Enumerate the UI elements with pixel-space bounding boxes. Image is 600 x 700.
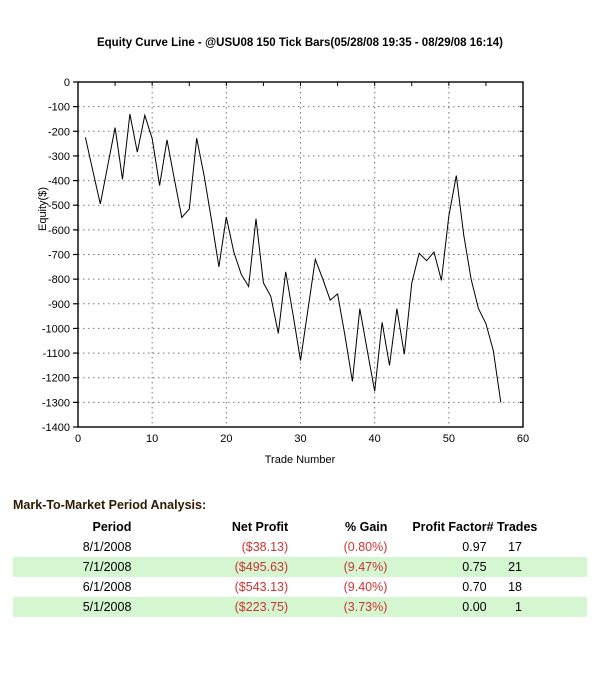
- x-tick-label: 40: [369, 433, 381, 445]
- mark-to-market-section: Mark-To-Market Period Analysis: Period N…: [13, 498, 587, 617]
- trades-cell: 17: [508, 540, 522, 554]
- period-cell: 6/1/2008: [82, 580, 132, 594]
- net-profit-cell: ($223.75): [234, 600, 289, 614]
- table-row: 8/1/2008 ($38.13) (0.80%) 0.97 17: [13, 537, 587, 557]
- profit-factor-cell: 0.75: [462, 560, 487, 574]
- y-axis-title: Equity($): [37, 186, 49, 232]
- profit-factor-cell: 0.97: [462, 540, 487, 554]
- x-tick-label: 0: [75, 433, 81, 445]
- y-tick-label: -800: [48, 274, 70, 286]
- chart-title: Equity Curve Line - @USU08 150 Tick Bars…: [96, 37, 504, 49]
- column-header-trades: # Trades: [486, 520, 538, 534]
- y-tick-label: -500: [48, 200, 70, 212]
- profit-factor-cell: 0.00: [462, 600, 487, 614]
- y-tick-label: -400: [48, 176, 70, 188]
- net-profit-cell: ($495.63): [234, 560, 289, 574]
- y-tick-label: -1100: [43, 348, 70, 360]
- x-tick-label: 20: [220, 433, 232, 445]
- gain-cell: (0.80%): [343, 540, 388, 554]
- x-axis-title: Trade Number: [264, 454, 336, 466]
- column-header-profit-factor: Profit Factor: [412, 520, 487, 534]
- table-header-row: Period Net Profit % Gain Profit Factor #…: [13, 517, 587, 537]
- x-tick-label: 60: [517, 433, 529, 445]
- equity-curve-chart: 0 -100 -200 -300 -400 -500 -600 -700 -800 -900 -10…: [42, 77, 529, 445]
- x-tick-label: 10: [146, 433, 158, 445]
- y-tick-label: -1000: [42, 323, 70, 335]
- y-tick-label: -1300: [42, 397, 70, 409]
- y-tick-label: -1400: [42, 422, 70, 434]
- column-header-gain: % Gain: [345, 520, 388, 534]
- net-profit-cell: ($38.13): [241, 540, 289, 554]
- column-header-period: Period: [92, 520, 132, 534]
- equity-curve-line: [84, 113, 502, 403]
- y-tick-label: -900: [48, 299, 70, 311]
- trades-cell: 21: [508, 560, 522, 574]
- section-heading: Mark-To-Market Period Analysis:: [13, 498, 207, 512]
- table-row: 6/1/2008 ($543.13) (9.40%) 0.70 18: [13, 577, 587, 597]
- gain-cell: (3.73%): [343, 600, 388, 614]
- gain-cell: (9.40%): [343, 580, 388, 594]
- y-tick-label: -300: [48, 151, 70, 163]
- trades-cell: 1: [515, 600, 522, 614]
- profit-factor-cell: 0.70: [462, 580, 487, 594]
- y-tick-label: -700: [48, 250, 70, 262]
- column-header-net-profit: Net Profit: [231, 520, 289, 534]
- net-profit-cell: ($543.13): [234, 580, 289, 594]
- period-cell: 8/1/2008: [82, 540, 132, 554]
- plot-frame: [77, 81, 524, 428]
- y-tick-label: -1200: [42, 373, 70, 385]
- gain-cell: (9.47%): [343, 560, 388, 574]
- x-tick-label: 50: [443, 433, 455, 445]
- x-tick-label: 30: [294, 433, 306, 445]
- y-tick-label: -100: [48, 102, 70, 114]
- y-tick-label: 0: [64, 77, 70, 89]
- period-analysis-table: Period Net Profit % Gain Profit Factor #…: [13, 517, 587, 617]
- y-tick-label: -600: [48, 225, 70, 237]
- table-row: 5/1/2008 ($223.75) (3.73%) 0.00 1: [13, 597, 587, 617]
- table-row: 7/1/2008 ($495.63) (9.47%) 0.75 21: [13, 557, 587, 577]
- y-tick-label: -200: [48, 126, 70, 138]
- trades-cell: 18: [508, 580, 522, 594]
- period-cell: 5/1/2008: [82, 600, 132, 614]
- period-cell: 7/1/2008: [82, 560, 132, 574]
